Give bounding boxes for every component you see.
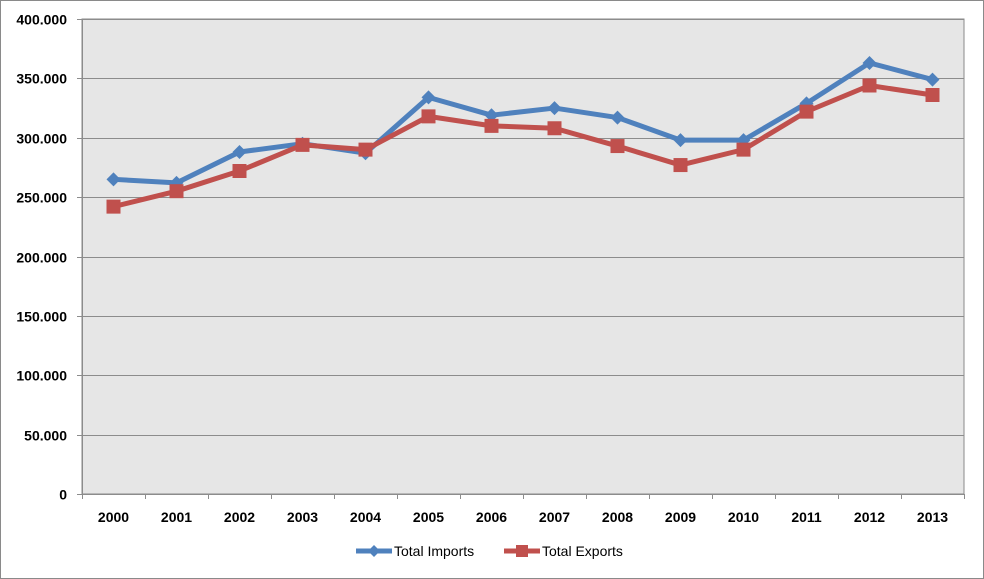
- series-line: [111, 83, 935, 210]
- data-point: [421, 90, 436, 105]
- series-line: [111, 60, 935, 186]
- x-tick-label: 2001: [161, 509, 192, 525]
- plot-area: [81, 18, 965, 495]
- y-tick-label: 250.000: [16, 190, 67, 206]
- data-point: [610, 139, 625, 154]
- x-tick-label: 2004: [350, 509, 381, 525]
- data-point: [925, 72, 940, 87]
- y-tick-label: 50.000: [24, 428, 67, 444]
- x-tick-label: 2009: [665, 509, 696, 525]
- x-tick-label: 2011: [791, 509, 822, 525]
- data-point: [610, 110, 625, 125]
- x-tick-label: 2010: [728, 509, 759, 525]
- y-tick-label: 150.000: [16, 309, 67, 325]
- data-point: [862, 55, 877, 70]
- x-tick-label: 2008: [602, 509, 633, 525]
- x-tick-label: 2006: [476, 509, 507, 525]
- y-tick-label: 400.000: [16, 12, 67, 28]
- data-point: [484, 108, 499, 123]
- data-point: [169, 184, 184, 199]
- x-tick-label: 2002: [224, 509, 255, 525]
- legend-marker: [516, 545, 528, 557]
- data-point: [925, 88, 940, 102]
- data-point: [358, 142, 373, 157]
- y-tick-label: 100.000: [16, 368, 67, 384]
- data-point: [232, 145, 247, 159]
- y-tick-label: 350.000: [16, 71, 67, 87]
- y-tick-label: 300.000: [16, 131, 67, 147]
- x-tick-label: 2013: [917, 509, 948, 525]
- y-axis-ticks: 0 50.000 100.000 150.000 200.000 250.000 300.0…: [16, 12, 82, 503]
- data-point: [799, 104, 814, 119]
- legend: Total Imports Total Exports: [356, 543, 623, 559]
- data-point: [106, 172, 121, 187]
- data-point: [673, 158, 688, 173]
- data-point: [547, 121, 562, 136]
- x-tick-label: 2005: [413, 509, 444, 525]
- data-point: [484, 118, 499, 133]
- legend-item: Total Exports: [504, 543, 623, 559]
- y-tick-label: 200.000: [16, 250, 67, 266]
- series-layer: [106, 55, 940, 214]
- x-tick-label: 2007: [539, 509, 570, 525]
- legend-label: Total Exports: [542, 543, 623, 559]
- data-point: [547, 101, 562, 116]
- x-tick-label: 2000: [98, 509, 129, 525]
- series-exports: [106, 78, 940, 214]
- data-point: [106, 199, 121, 214]
- data-point: [232, 164, 247, 178]
- data-point: [295, 137, 310, 152]
- legend-item: Total Imports: [356, 543, 474, 559]
- legend-label: Total Imports: [394, 543, 474, 559]
- x-tick-label: 2012: [854, 509, 885, 525]
- y-tick-label: 0: [59, 487, 67, 503]
- x-axis-ticks: 2000 2001 2002 2003 2004 2005 2006 2007 2008 2009…: [82, 494, 965, 525]
- data-point: [862, 78, 877, 93]
- x-tick-label: 2003: [287, 509, 318, 525]
- data-point: [736, 142, 751, 157]
- legend-marker: [368, 545, 380, 557]
- data-point: [421, 109, 436, 124]
- data-point: [673, 133, 688, 148]
